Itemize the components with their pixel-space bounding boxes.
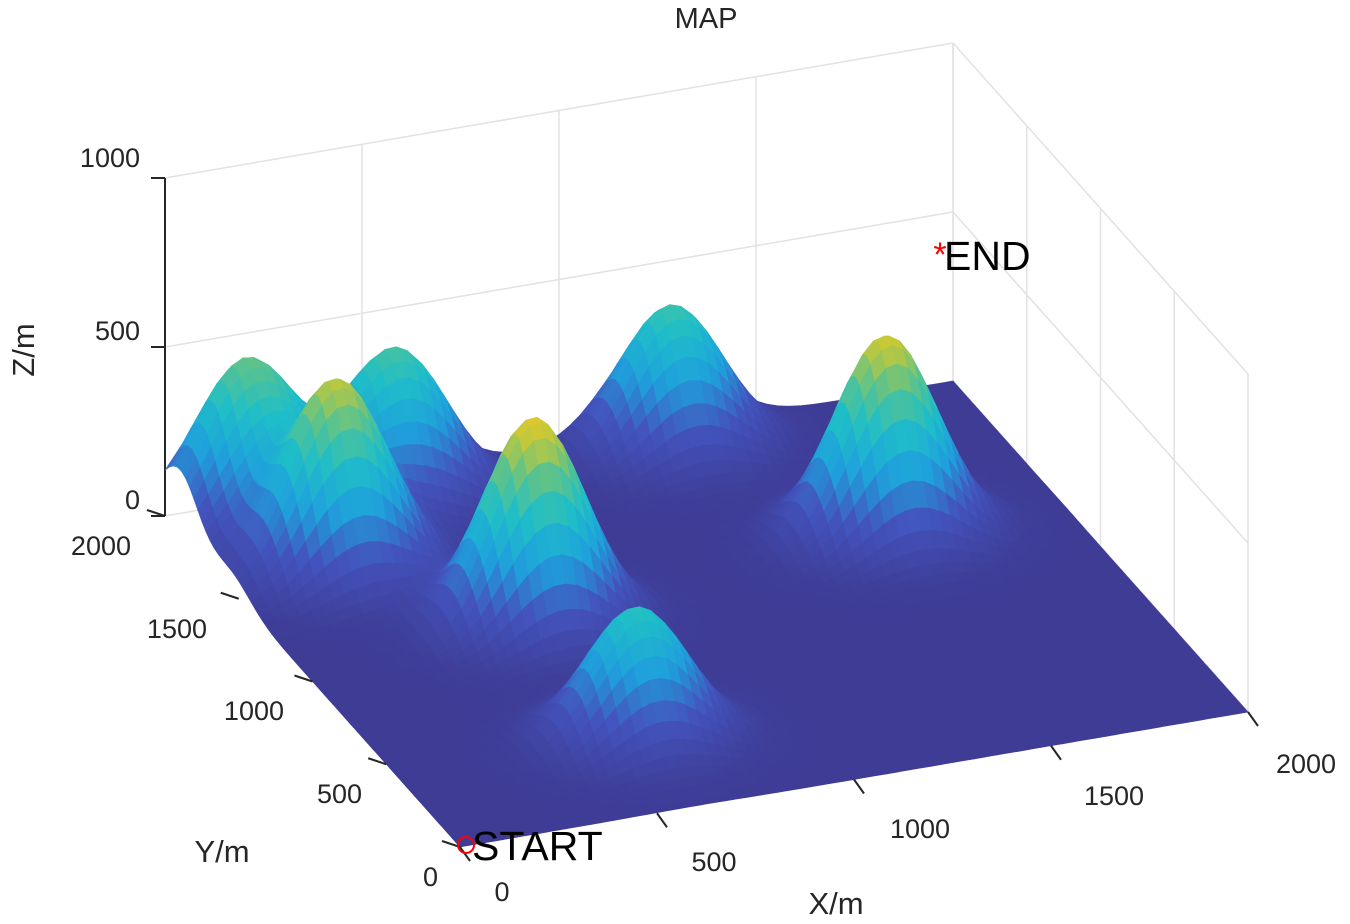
terrain-surface bbox=[164, 304, 1249, 848]
